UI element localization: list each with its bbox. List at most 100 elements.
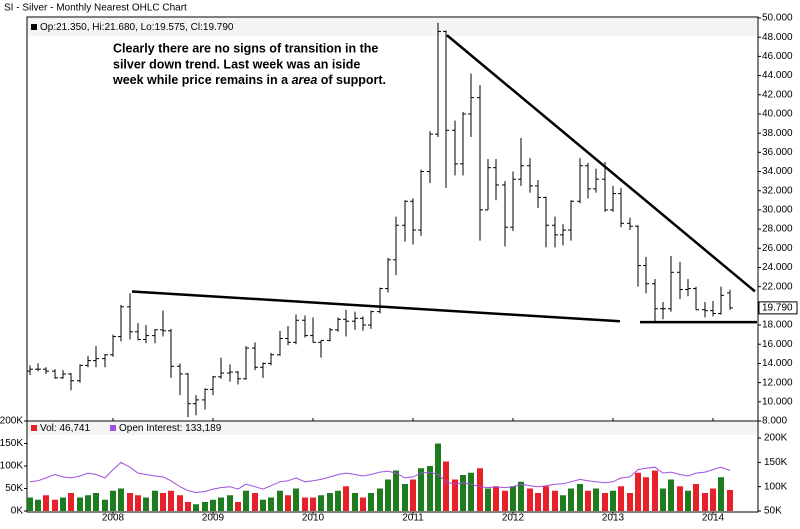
x-tick-label: 2010 [302, 513, 325, 524]
volume-bar [685, 490, 691, 511]
volume-bar [585, 490, 591, 511]
volume-bar [435, 443, 441, 511]
volume-bar [93, 493, 99, 511]
volume-bar [485, 488, 491, 511]
y-tick-label: 50K [5, 483, 23, 494]
y2-tick-label: 50K [764, 506, 782, 517]
volume-bar [385, 479, 391, 511]
volume-bar [77, 497, 83, 511]
volume-bar [60, 497, 66, 511]
volume-bar [527, 488, 533, 511]
y2-tick-label: 100K [764, 481, 788, 492]
y-tick-label: 18.000 [762, 320, 793, 331]
volume-bar [577, 484, 583, 511]
y2-tick-label: 200K [764, 433, 788, 444]
y-tick-label: 200K [0, 416, 23, 427]
volume-bar [660, 488, 666, 511]
volume-bar [168, 490, 174, 511]
annotation-part: area [292, 73, 318, 87]
y-tick-label: 40.000 [762, 109, 793, 120]
volume-bar [110, 490, 116, 511]
volume-bar [668, 479, 674, 511]
x-tick-label: 2008 [102, 513, 125, 524]
y-tick-label: 150K [0, 438, 23, 449]
volume-bar [343, 486, 349, 511]
volume-bar [202, 502, 208, 511]
y-tick-label: 30.000 [762, 205, 793, 216]
legend-text: Open Interest: 133,189 [119, 423, 222, 434]
volume-bar [185, 502, 191, 511]
volume-bar [552, 490, 558, 511]
volume-bar [493, 486, 499, 511]
y-tick-label: 28.000 [762, 224, 793, 235]
last-price-label: 19.790 [762, 303, 793, 314]
volume-bar [68, 493, 74, 511]
legend-swatch [31, 425, 37, 431]
y-tick-label: 36.000 [762, 147, 793, 158]
volume-bar [710, 488, 716, 511]
trendline [446, 34, 756, 293]
volume-bar [118, 488, 124, 511]
open-interest-line [29, 461, 731, 494]
volume-bar [510, 486, 516, 511]
trendline [131, 290, 621, 323]
x-tick-label: 2012 [502, 513, 525, 524]
x-tick-label: 2014 [702, 513, 725, 524]
legend-swatch [110, 425, 116, 431]
legend-band [28, 422, 757, 435]
legend-text: Op:21.350, Hi:21.680, Lo:19.575, Cl:19.7… [40, 22, 234, 33]
volume-bar [452, 479, 458, 511]
volume-bar [635, 472, 641, 511]
y-tick-label: 12.000 [762, 377, 793, 388]
volume-bar [652, 470, 658, 511]
volume-bar [518, 481, 524, 511]
y-tick-label: 32.000 [762, 185, 793, 196]
volume-bar [252, 493, 258, 511]
y-tick-label: 100K [0, 461, 23, 472]
volume-bar [227, 495, 233, 511]
volume-bar [702, 493, 708, 511]
volume-bar [568, 488, 574, 511]
legend-text: Vol: 46,741 [40, 423, 90, 434]
volume-bar [677, 486, 683, 511]
volume-bar [52, 499, 58, 511]
volume-bar [285, 495, 291, 511]
x-tick-label: 2011 [402, 513, 424, 524]
y-tick-label: 22.000 [762, 281, 793, 292]
volume-bar [27, 497, 33, 511]
y-tick-label: 48.000 [762, 32, 793, 43]
annotation: Clearly there are no signs of transition… [113, 41, 378, 55]
volume-bar [235, 502, 241, 511]
volume-bar [152, 490, 158, 511]
volume-bar [243, 490, 249, 511]
volume-bar [427, 466, 433, 511]
y-tick-label: 42.000 [762, 89, 793, 100]
volume-bar [418, 468, 424, 511]
volume-bar [627, 493, 633, 511]
annotation-part: of support. [317, 73, 386, 87]
volume-bar [193, 504, 199, 511]
volume-bar [102, 499, 108, 511]
volume-bar [352, 493, 358, 511]
volume-bar [593, 488, 599, 511]
volume-bar [277, 490, 283, 511]
y-tick-label: 38.000 [762, 128, 793, 139]
volume-bar [302, 497, 308, 511]
y-tick-label: 10.000 [762, 396, 793, 407]
last-price-box [758, 301, 798, 315]
x-tick-label: 2009 [202, 513, 225, 524]
volume-bar [377, 488, 383, 511]
volume-bar [177, 495, 183, 511]
y-tick-label: 16.000 [762, 339, 793, 350]
volume-bar [443, 461, 449, 511]
volume-bar [43, 495, 49, 511]
y-tick-label: 24.000 [762, 262, 793, 273]
volume-bar [335, 490, 341, 511]
volume-bar [643, 477, 649, 511]
chart-title: SI - Silver - Monthly Nearest OHLC Chart [4, 3, 187, 14]
y-tick-label: 34.000 [762, 166, 793, 177]
y2-tick-label: 150K [764, 457, 788, 468]
volume-bar [477, 468, 483, 511]
